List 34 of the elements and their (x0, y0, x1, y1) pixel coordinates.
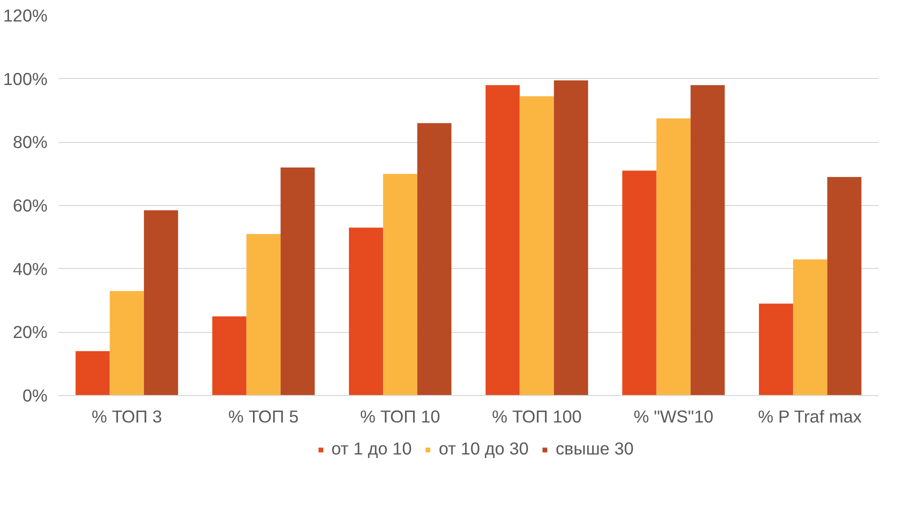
bar (622, 170, 656, 396)
x-tick-label: % ТОП 3 (92, 406, 162, 426)
bar (690, 85, 725, 396)
bar (383, 174, 418, 396)
y-tick-label: 20% (12, 322, 48, 342)
y-tick-label: 80% (12, 132, 48, 152)
bar (486, 85, 520, 396)
x-tick-label: % ТОП 10 (360, 406, 440, 426)
bar (417, 123, 452, 396)
bar (76, 351, 110, 396)
bar (110, 291, 144, 396)
bar (554, 80, 588, 396)
bar (520, 96, 554, 396)
legend-label: свыше 30 (556, 438, 634, 460)
bar (758, 304, 794, 396)
legend-label: от 10 до 30 (438, 438, 529, 460)
y-tick-label: 120% (3, 6, 48, 26)
y-tick-label: 100% (3, 68, 48, 89)
bar (280, 168, 315, 396)
bar (827, 177, 862, 396)
legend-label: от 1 до 10 (331, 438, 412, 460)
y-tick-label: 60% (12, 196, 48, 216)
y-tick-label: 0% (22, 386, 48, 406)
bar (246, 234, 281, 396)
bar (656, 118, 691, 396)
y-tick-label: 40% (12, 258, 48, 279)
x-tick-label: % "WS"10 (634, 406, 714, 426)
x-tick-label: % P Traf max (758, 406, 862, 426)
bar (348, 228, 384, 396)
bar (793, 259, 828, 396)
bar (144, 210, 178, 396)
bar (212, 316, 246, 396)
x-tick-label: % ТОП 5 (228, 406, 299, 426)
x-tick-label: % ТОП 100 (492, 406, 582, 426)
